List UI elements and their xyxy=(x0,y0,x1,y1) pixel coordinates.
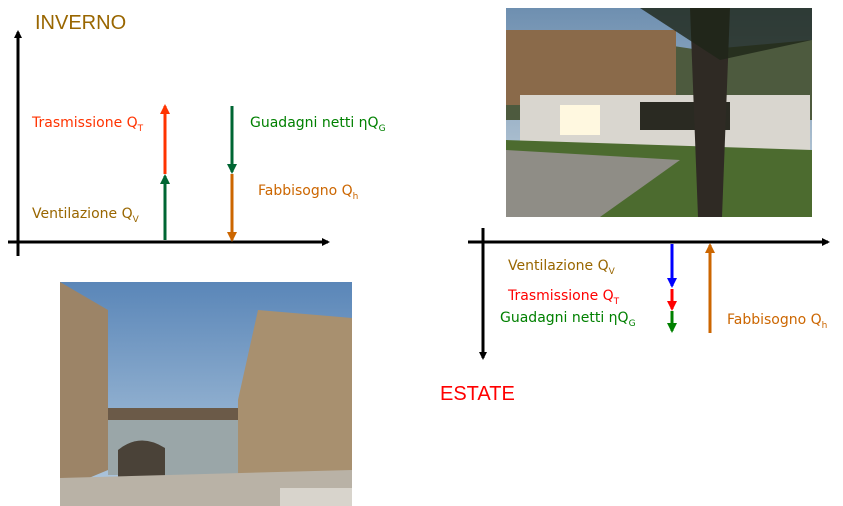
label: Ventilazione QV xyxy=(508,258,616,277)
label-sub: V xyxy=(133,215,140,225)
label-text: Ventilazione Q xyxy=(32,206,133,222)
label-text: Fabbisogno Q xyxy=(727,312,822,328)
label-text: Guadagni netti ηQ xyxy=(500,310,629,326)
winter-title: INVERNO xyxy=(35,12,126,34)
summer-title: ESTATE xyxy=(440,383,515,405)
label-sub: h xyxy=(353,192,359,202)
label-text: Trasmissione Q xyxy=(31,115,138,131)
label-sub: T xyxy=(137,124,144,134)
label: Guadagni netti ηQG xyxy=(250,115,386,134)
label: Ventilazione QV xyxy=(32,206,140,225)
label-text: Guadagni netti ηQ xyxy=(250,115,379,131)
label-text: Ventilazione Q xyxy=(508,258,609,274)
photo-house xyxy=(506,8,812,217)
slide: INVERNO Trasmissione QT Ventilazione QV … xyxy=(0,0,843,506)
label-sub: T xyxy=(613,297,620,307)
label-sub: h xyxy=(822,321,828,331)
label: Trasmissione QT xyxy=(507,288,620,307)
label: Guadagni netti ηQG xyxy=(500,310,636,329)
label: Trasmissione QT xyxy=(31,115,144,134)
page: INVERNO Trasmissione QT Ventilazione QV … xyxy=(0,0,843,506)
label-text: Trasmissione Q xyxy=(507,288,614,304)
label: Fabbisogno Qh xyxy=(727,312,827,331)
label-text: Fabbisogno Q xyxy=(258,183,353,199)
label-sub: V xyxy=(609,267,616,277)
label-sub: G xyxy=(379,124,386,134)
photo-building xyxy=(60,282,352,506)
label: Fabbisogno Qh xyxy=(258,183,358,202)
label-sub: G xyxy=(629,319,636,329)
